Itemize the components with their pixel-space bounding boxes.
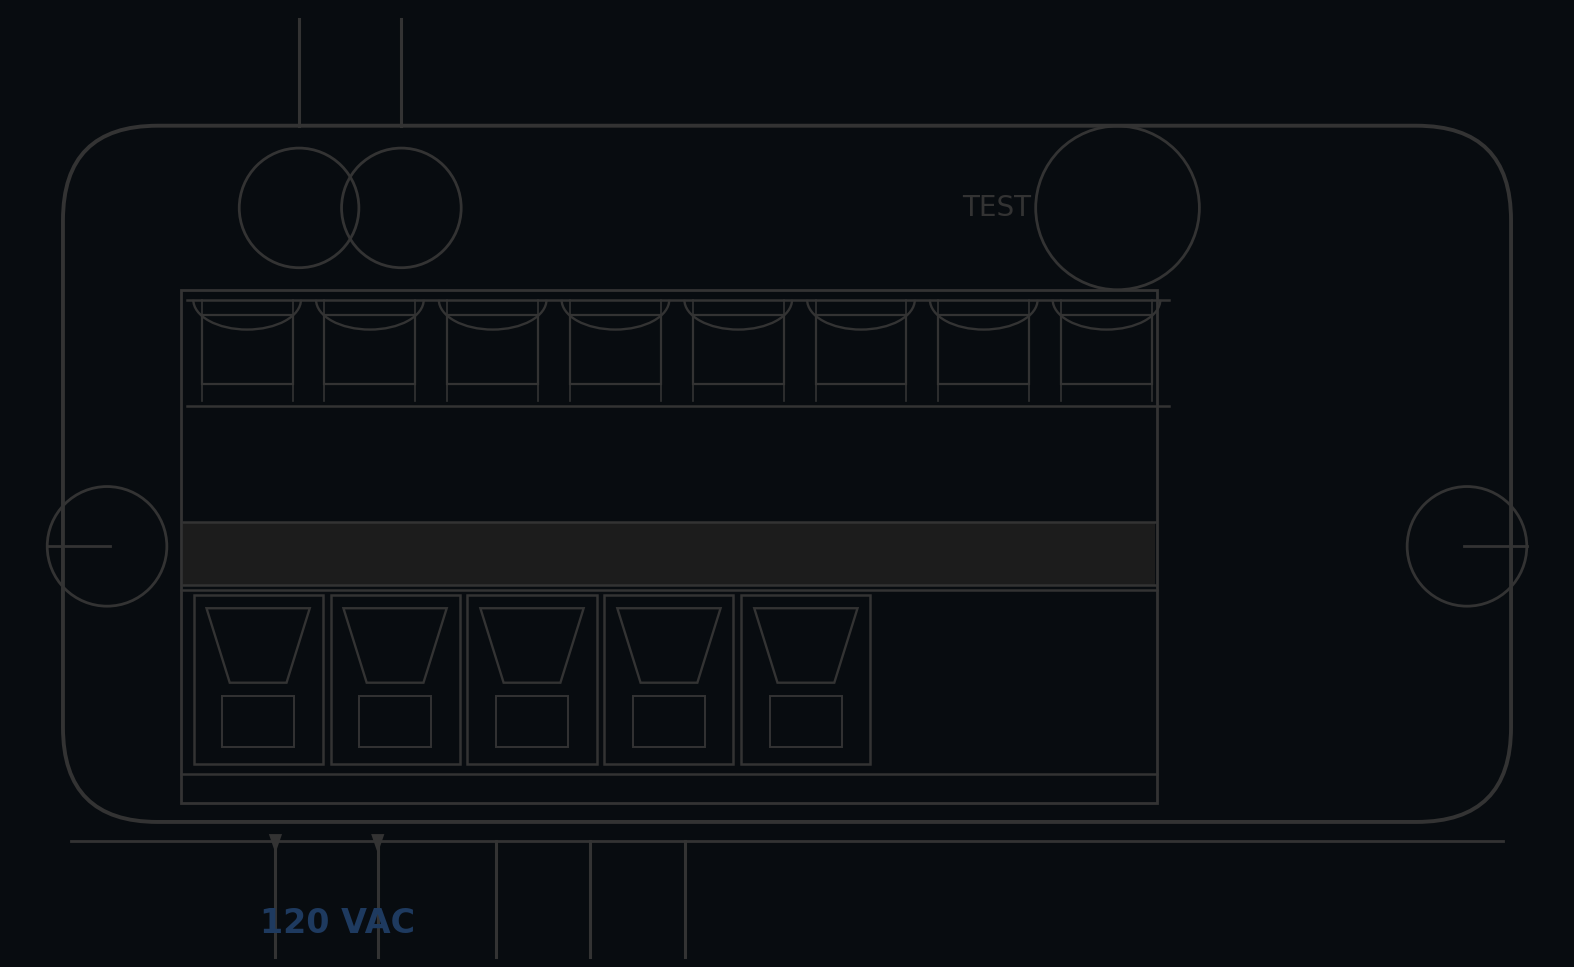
Bar: [183, 522, 1155, 585]
Bar: [467, 595, 597, 764]
Bar: [633, 696, 705, 747]
Bar: [324, 314, 416, 384]
Bar: [693, 314, 784, 384]
Bar: [570, 314, 661, 384]
Bar: [770, 696, 842, 747]
Bar: [1061, 314, 1152, 384]
Bar: [181, 290, 1157, 803]
Bar: [604, 595, 733, 764]
Bar: [815, 314, 907, 384]
Text: 120 VAC: 120 VAC: [260, 907, 416, 940]
Bar: [222, 696, 294, 747]
Bar: [359, 696, 431, 747]
Bar: [447, 314, 538, 384]
Bar: [741, 595, 870, 764]
Polygon shape: [371, 835, 384, 853]
Bar: [331, 595, 460, 764]
Polygon shape: [269, 835, 282, 853]
Bar: [938, 314, 1029, 384]
Bar: [194, 595, 323, 764]
Bar: [201, 314, 293, 384]
Bar: [496, 696, 568, 747]
Text: TEST: TEST: [962, 194, 1031, 221]
